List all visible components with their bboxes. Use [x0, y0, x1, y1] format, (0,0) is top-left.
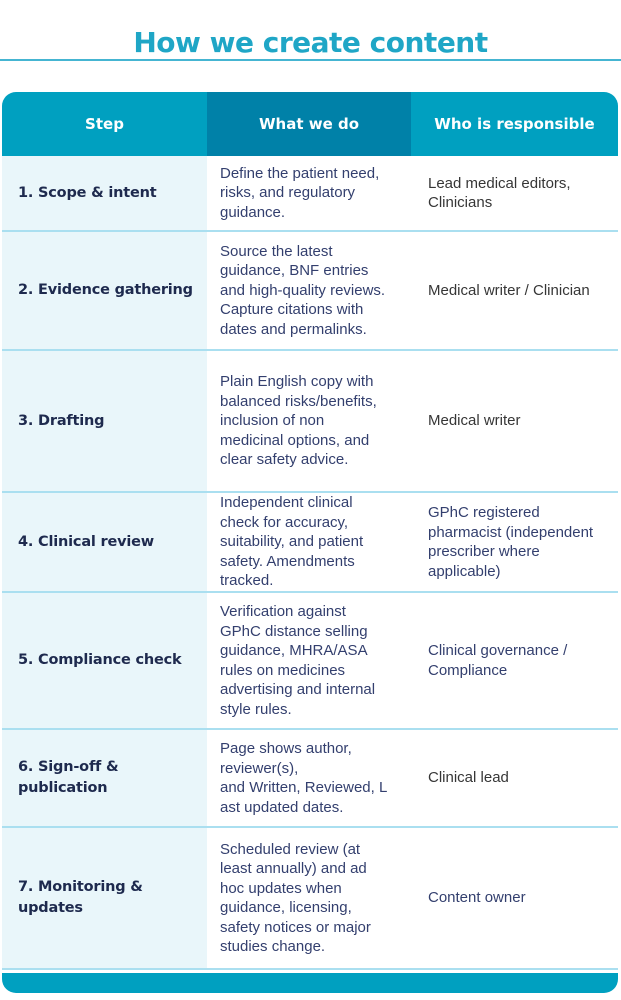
who-is-responsible-cell-text: Content owner: [428, 889, 526, 907]
table-row: 3. Drafting Plain English copy with balan…: [2, 351, 618, 493]
what-we-do-cell: Scheduled review (at least annually) and…: [207, 828, 411, 968]
what-we-do-cell-text: Page shows author, reviewer(s), and Writ…: [220, 740, 388, 816]
column-header-what-we-do: What we do: [207, 92, 411, 156]
table-row: 4. Clinical review Independent clinical c…: [2, 493, 618, 593]
step-cell-text: 7. Monitoring & updates: [18, 879, 143, 916]
table-row: 5. Compliance check Verification against …: [2, 593, 618, 730]
step-cell: 7. Monitoring & updates: [2, 828, 207, 968]
table-footer-bar: [2, 973, 618, 993]
who-is-responsible-cell-text: GPhC registered pharmacist (independent …: [428, 504, 594, 580]
content-process-table: Step What we do Who is responsible 1. Sc…: [2, 92, 618, 993]
who-is-responsible-cell-text: Clinical lead: [428, 769, 509, 787]
table-row: 2. Evidence gathering Source the latest g…: [2, 232, 618, 351]
step-cell-text: 1. Scope & intent: [18, 184, 157, 201]
what-we-do-cell-text: Verification against GPhC distance selli…: [220, 603, 376, 718]
what-we-do-cell: Verification against GPhC distance selli…: [207, 593, 411, 728]
step-cell: 1. Scope & intent: [2, 156, 207, 230]
table-body: 1. Scope & intent Define the patient need…: [2, 156, 618, 970]
who-is-responsible-cell-text: Clinical governance / Compliance: [428, 642, 568, 679]
what-we-do-cell-text: Independent clinical check for accuracy,…: [220, 494, 364, 590]
table-row: 7. Monitoring & updates Scheduled review …: [2, 828, 618, 970]
step-cell-text: 2. Evidence gathering: [18, 282, 193, 298]
step-cell: 4. Clinical review: [2, 493, 207, 591]
what-we-do-cell: Independent clinical check for accuracy,…: [207, 493, 411, 591]
page-title: How we create content: [133, 26, 488, 59]
what-we-do-cell: Plain English copy with balanced risks/b…: [207, 351, 411, 491]
who-is-responsible-cell-text: Medical writer: [428, 412, 521, 430]
what-we-do-cell: Page shows author, reviewer(s), and Writ…: [207, 730, 411, 826]
step-cell-text: 6. Sign-off & publication: [18, 759, 119, 796]
title-decorative-line: [0, 59, 621, 61]
what-we-do-cell: Define the patient need, risks, and regu…: [207, 156, 411, 230]
who-is-responsible-cell: Lead medical editors, Clinicians: [411, 156, 618, 230]
step-cell: 3. Drafting: [2, 351, 207, 491]
what-we-do-cell: Source the latest guidance, BNF entries …: [207, 232, 411, 349]
table-header-row: Step What we do Who is responsible: [2, 92, 618, 156]
who-is-responsible-cell: Content owner: [411, 828, 618, 968]
who-is-responsible-cell-text: Medical writer / Clinician: [428, 281, 590, 299]
step-cell: 2. Evidence gathering: [2, 232, 207, 349]
step-cell-text: 3. Drafting: [18, 412, 105, 429]
column-header-step: Step: [2, 92, 207, 156]
who-is-responsible-cell: GPhC registered pharmacist (independent …: [411, 493, 618, 591]
step-cell: 6. Sign-off & publication: [2, 730, 207, 826]
who-is-responsible-cell: Medical writer / Clinician: [411, 232, 618, 349]
what-we-do-cell-text: Scheduled review (at least annually) and…: [220, 840, 371, 956]
step-cell-text: 5. Compliance check: [18, 652, 182, 668]
column-header-who-is-responsible: Who is responsible: [411, 92, 618, 156]
who-is-responsible-cell-text: Lead medical editors, Clinicians: [428, 174, 571, 212]
what-we-do-cell-text: Source the latest guidance, BNF entries …: [220, 242, 386, 338]
what-we-do-cell-text: Define the patient need, risks, and regu…: [220, 164, 380, 221]
who-is-responsible-cell: Medical writer: [411, 351, 618, 491]
what-we-do-cell-text: Plain English copy with balanced risks/b…: [220, 373, 377, 469]
step-cell: 5. Compliance check: [2, 593, 207, 728]
table-row: 6. Sign-off & publication Page shows auth…: [2, 730, 618, 828]
step-cell-text: 4. Clinical review: [18, 533, 154, 550]
who-is-responsible-cell: Clinical governance / Compliance: [411, 593, 618, 728]
table-row: 1. Scope & intent Define the patient need…: [2, 156, 618, 232]
who-is-responsible-cell: Clinical lead: [411, 730, 618, 826]
